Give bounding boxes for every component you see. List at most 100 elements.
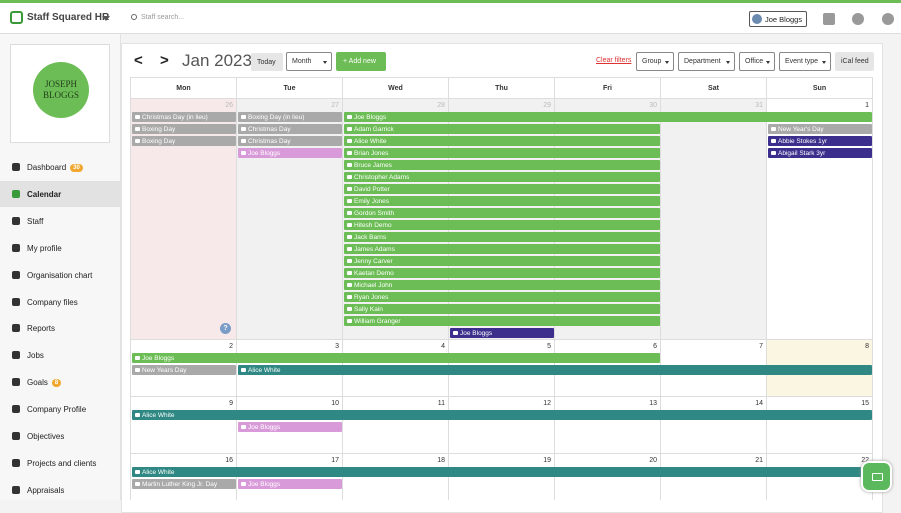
event-label: New Year's Day (778, 125, 824, 133)
calendar-event[interactable]: Ryan Jones (344, 292, 660, 302)
calendar-event[interactable]: Hitesh Demo (344, 220, 660, 230)
calendar-event[interactable]: Michael John (344, 280, 660, 290)
calendar-event[interactable]: Alice White (344, 136, 660, 146)
calendar-event[interactable]: New Year's Day (768, 124, 872, 134)
calendar-event[interactable]: Alice White (132, 467, 872, 477)
day-cell[interactable] (343, 397, 449, 454)
event-icon (771, 151, 776, 155)
nav-item[interactable]: Objectives (0, 423, 120, 449)
add-button[interactable]: + Add new (336, 52, 386, 71)
day-cell[interactable] (131, 397, 237, 454)
brand[interactable]: Staff Squared HR (27, 12, 110, 23)
chat-button[interactable] (861, 461, 892, 492)
calendar-event[interactable]: Abbie Stokes 1yr (768, 136, 872, 146)
day-cell[interactable] (343, 454, 449, 500)
nav-item[interactable]: Company files (0, 289, 120, 315)
calendar-event[interactable]: Jenny Carver (344, 256, 660, 266)
search-input[interactable]: Staff search... (141, 14, 185, 21)
user-button[interactable]: Joe Bloggs (749, 11, 807, 27)
today-button[interactable]: Today (251, 53, 283, 71)
nav-label: Projects and clients (27, 458, 97, 468)
event-label: Ryan Jones (354, 293, 389, 301)
nav-item[interactable]: Reports (0, 315, 120, 341)
help-icon[interactable]: ? (220, 323, 231, 334)
calendar-event[interactable]: Boxing Day (132, 136, 236, 146)
calendar-event[interactable]: Joe Bloggs (238, 148, 342, 158)
nav-item[interactable]: Goals 8 (0, 369, 120, 395)
calendar-event[interactable]: Boxing Day (in lieu) (238, 112, 342, 122)
event-icon (453, 331, 458, 335)
calendar-event[interactable]: Joe Bloggs (450, 328, 554, 338)
nav-item[interactable]: Staff (0, 208, 120, 234)
nav-item[interactable]: Calendar (0, 180, 120, 207)
nav-item[interactable]: My profile (0, 235, 120, 261)
view-select[interactable]: Month (286, 52, 332, 71)
apps-icon[interactable] (823, 13, 835, 25)
day-cell[interactable] (555, 454, 661, 500)
calendar-event[interactable]: Gordon Smith (344, 208, 660, 218)
clear-filters[interactable]: Clear filters (596, 57, 632, 64)
day-cell[interactable] (449, 454, 555, 500)
help-icon[interactable] (882, 13, 894, 25)
event-label: Emily Jones (354, 197, 390, 205)
day-number: 21 (755, 457, 763, 464)
ical-button[interactable]: iCal feed (835, 52, 874, 71)
calendar-event[interactable]: Kaetan Demo (344, 268, 660, 278)
day-cell[interactable] (449, 397, 555, 454)
calendar-event[interactable]: Emily Jones (344, 196, 660, 206)
nav-item[interactable]: Jobs (0, 342, 120, 368)
calendar-event[interactable]: Boxing Day (132, 124, 236, 134)
day-cell[interactable] (131, 454, 237, 500)
calendar-event[interactable]: Christmas Day (238, 124, 342, 134)
weekday-header: Mon (131, 77, 237, 99)
filter-select[interactable]: Event type (779, 52, 831, 71)
day-cell[interactable] (661, 397, 767, 454)
calendar-event[interactable]: Jack Barns (344, 232, 660, 242)
calendar-event[interactable]: Christmas Day (in lieu) (132, 112, 236, 122)
calendar-event[interactable]: Abigail Stark 3yr (768, 148, 872, 158)
filter-select[interactable]: Office (739, 52, 775, 71)
calendar-event[interactable]: Joe Bloggs (238, 479, 342, 489)
prev-button[interactable]: < (134, 52, 143, 69)
calendar-event[interactable]: David Potter (344, 184, 660, 194)
next-button[interactable]: > (160, 52, 169, 69)
calendar-event[interactable]: Martin Luther King Jr. Day (132, 479, 236, 489)
settings-icon[interactable] (852, 13, 864, 25)
day-cell[interactable] (237, 454, 343, 500)
calendar-event[interactable]: Bruce James (344, 160, 660, 170)
calendar-event[interactable]: Alice White (132, 410, 872, 420)
day-cell[interactable] (661, 454, 767, 500)
calendar-event[interactable]: Adam Garrick (344, 124, 660, 134)
filter-select[interactable]: Group (636, 52, 674, 71)
calendar-event[interactable]: Sally Kain (344, 304, 660, 314)
calendar-event[interactable]: Christopher Adams (344, 172, 660, 182)
day-cell[interactable] (767, 454, 873, 500)
calendar-event[interactable]: Brian Jones (344, 148, 660, 158)
filter-select[interactable]: Department (678, 52, 735, 71)
calendar-event[interactable]: Joe Bloggs (238, 422, 342, 432)
day-number: 17 (331, 457, 339, 464)
event-icon (241, 127, 246, 131)
event-label: Boxing Day (142, 125, 176, 133)
nav-icon (12, 458, 20, 467)
day-cell[interactable] (555, 397, 661, 454)
nav-item[interactable]: Organisation chart (0, 262, 120, 288)
brand-menu-caret[interactable] (102, 16, 110, 21)
nav-item[interactable]: Company Profile (0, 396, 120, 422)
calendar-event[interactable]: Alice White (238, 365, 872, 375)
calendar-event[interactable]: James Adams (344, 244, 660, 254)
event-icon (347, 163, 352, 167)
calendar-event[interactable]: Joe Bloggs (132, 353, 660, 363)
day-number: 3 (335, 343, 339, 350)
calendar-event[interactable]: New Years Day (132, 365, 236, 375)
day-number: 14 (755, 400, 763, 407)
calendar-event[interactable]: William Granger (344, 316, 660, 326)
calendar-event[interactable]: Christmas Day (238, 136, 342, 146)
event-icon (347, 307, 352, 311)
nav-item[interactable]: Projects and clients (0, 450, 120, 476)
day-cell[interactable] (767, 397, 873, 454)
calendar-event[interactable]: Joe Bloggs (344, 112, 872, 122)
day-cell[interactable] (661, 99, 767, 340)
nav-item[interactable]: Dashboard 30 (0, 154, 120, 180)
nav-item[interactable]: Appraisals (0, 477, 120, 503)
